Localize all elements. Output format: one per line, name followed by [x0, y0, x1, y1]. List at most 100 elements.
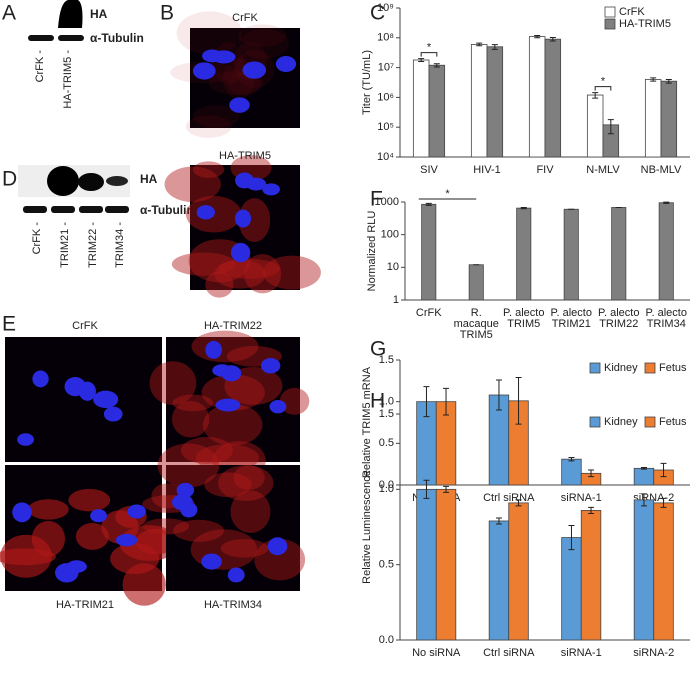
error-bar: [418, 58, 425, 63]
cytoplasm: [205, 271, 234, 298]
y-tick-label: 1: [393, 294, 399, 306]
bar: [435, 488, 457, 641]
error-bar: [495, 379, 502, 411]
panel-letter: D: [2, 168, 17, 191]
bar: [611, 207, 627, 301]
bar: [644, 79, 662, 158]
nucleus: [234, 209, 252, 228]
y-tick-label: 0.0: [379, 479, 394, 491]
blot-band: [58, 35, 84, 41]
legend-label: Fetus: [659, 416, 687, 428]
cytoplasm: [202, 404, 263, 446]
blot-band: [47, 166, 79, 196]
cytoplasm: [233, 465, 265, 490]
bar: [416, 488, 437, 641]
nucleus: [127, 504, 146, 519]
image-label: HA-TRIM34: [204, 599, 262, 611]
nucleus: [12, 502, 32, 523]
x-tick-label: siRNA-2: [633, 647, 674, 659]
legend-label: Fetus: [659, 362, 687, 374]
image-label: HA-TRIM22: [204, 320, 262, 332]
bar: [421, 203, 437, 301]
y-axis-label: Relative Luminescence: [361, 470, 373, 584]
nucleus: [215, 398, 241, 412]
x-tick-label: siRNA-1: [561, 647, 602, 659]
band-label: α-Tubulin: [90, 31, 144, 45]
error-bar: [568, 524, 575, 551]
x-tick-label: TRIM21: [552, 318, 591, 330]
legend-swatch: [604, 18, 616, 30]
x-tick-label: macaque: [454, 318, 499, 330]
error-bar: [443, 485, 450, 493]
cytoplasm: [238, 24, 287, 47]
bar: [516, 207, 532, 301]
cytoplasm: [218, 258, 280, 279]
legend-swatch: [644, 362, 656, 374]
error-bar: [640, 467, 647, 470]
y-tick-label: 1.0: [379, 483, 394, 495]
nucleus: [32, 370, 49, 388]
x-tick-label: CrFK: [416, 307, 442, 319]
nucleus: [17, 433, 34, 446]
error-bar: [660, 462, 667, 478]
error-bar: [515, 499, 522, 507]
y-tick-label: 0.5: [379, 437, 394, 449]
y-tick-label: 0.5: [379, 559, 394, 571]
image-label: HA-TRIM21: [56, 599, 114, 611]
cytoplasm: [238, 28, 290, 59]
nucleus: [205, 340, 222, 359]
bar: [412, 59, 430, 158]
x-tick-label: Ctrl siRNA: [483, 492, 535, 504]
error-bar: [520, 206, 527, 210]
y-tick-label: 1000: [375, 196, 399, 208]
legend-label: CrFK: [619, 6, 645, 18]
nucleus: [242, 61, 267, 79]
image-label: HA-TRIM5: [219, 150, 271, 162]
nucleus: [192, 62, 216, 80]
blot-band: [58, 0, 83, 28]
nucleus: [90, 509, 108, 523]
error-bar: [640, 493, 647, 507]
cytoplasm: [75, 522, 109, 550]
error-bar: [663, 201, 670, 204]
lane-label: HA-TRIM5 -: [62, 50, 74, 109]
cytoplasm: [157, 443, 220, 488]
cytoplasm: [173, 519, 224, 542]
cytoplasm: [171, 400, 210, 438]
cytoplasm: [201, 374, 265, 411]
image-label: CrFK: [232, 12, 258, 24]
bar: [468, 264, 484, 301]
band-label: HA: [140, 172, 158, 186]
x-tick-label: P. alecto: [598, 307, 639, 319]
x-tick-label: N-MLV: [586, 164, 620, 176]
lane-label: CrFK -: [31, 222, 43, 255]
panel-letter: B: [160, 2, 174, 25]
cytoplasm: [176, 11, 243, 55]
nucleus: [201, 553, 222, 570]
y-tick-label: 10⁸: [377, 32, 394, 44]
y-tick-label: 10⁹: [377, 2, 394, 14]
error-bar: [534, 34, 541, 39]
cytoplasm: [238, 198, 271, 243]
bar: [660, 80, 678, 158]
nucleus: [78, 381, 96, 401]
bar: [633, 467, 655, 486]
error-bar: [495, 517, 502, 525]
nucleus: [196, 205, 215, 220]
cytoplasm: [263, 255, 321, 290]
error-bar: [650, 77, 657, 82]
cytoplasm: [180, 436, 233, 464]
bar: [653, 502, 674, 641]
error-bar: [588, 506, 595, 514]
cytoplasm: [192, 105, 240, 128]
y-tick-label: 10⁷: [378, 62, 394, 74]
x-tick-label: HIV-1: [473, 164, 501, 176]
legend-label: HA-TRIM5: [619, 18, 671, 30]
bar: [528, 36, 546, 158]
legend-swatch: [589, 362, 601, 374]
nucleus: [180, 502, 198, 518]
error-bar: [588, 469, 595, 478]
image-label: CrFK: [72, 320, 98, 332]
error-bar: [607, 119, 614, 135]
cytoplasm: [185, 115, 232, 138]
